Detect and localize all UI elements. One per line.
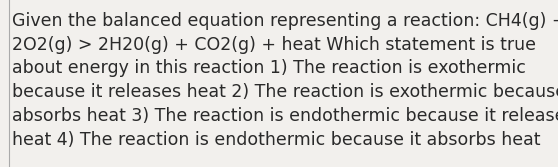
Text: Given the balanced equation representing a reaction: CH4(g) +
2O2(g) > 2H20(g) +: Given the balanced equation representing… bbox=[12, 12, 558, 149]
